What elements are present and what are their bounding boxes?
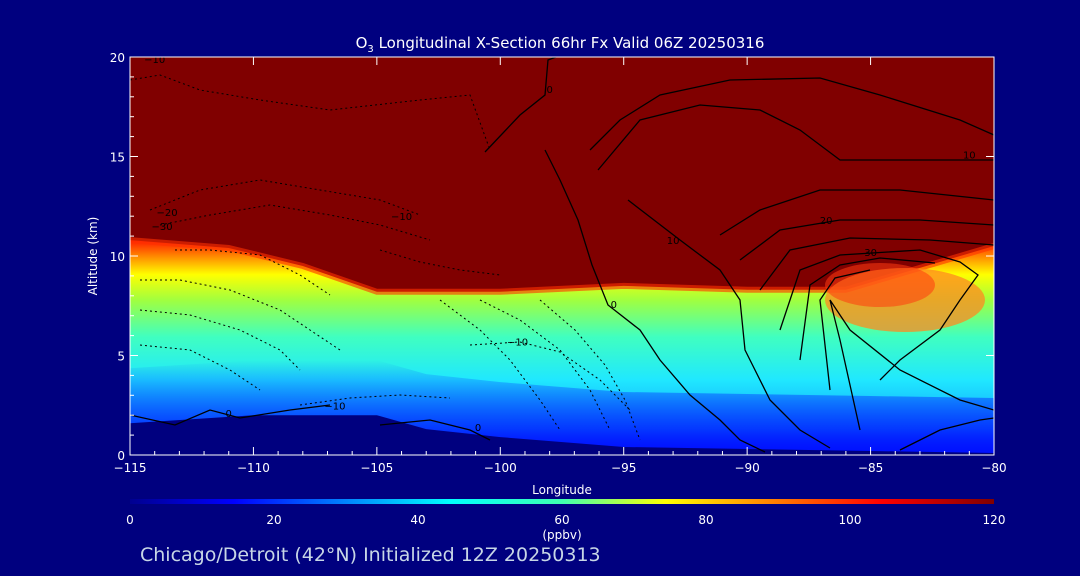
colorbar-tick-label: 40: [410, 513, 425, 527]
contour-label: −10: [507, 338, 528, 349]
title-subscript: 3: [367, 44, 374, 55]
contour-line: [139, 309, 301, 371]
y-tick-label: 20: [110, 51, 125, 65]
title-prefix: O: [355, 34, 368, 52]
contour-line: [589, 77, 994, 151]
contour-line: [379, 249, 501, 276]
y-tick-label: 10: [110, 250, 125, 264]
x-tick-label: −95: [611, 461, 636, 475]
footer-caption: Chicago/Detroit (42°N) Initialized 12Z 2…: [140, 544, 601, 566]
colorbar-tick-label: 120: [983, 513, 1006, 527]
y-tick-label: 5: [117, 350, 125, 364]
negative-contours: [130, 74, 641, 441]
contour-label: 30: [864, 248, 877, 259]
contour-label: 0: [546, 85, 552, 96]
contour-line: [739, 219, 994, 261]
contour-line: [175, 249, 331, 296]
contour-label: 0: [611, 300, 617, 311]
y-tick-label: 15: [110, 151, 125, 165]
x-axis: −115 −110 −105 −100 −95 −90 −85 −80: [114, 57, 1007, 475]
contour-label: 0: [475, 423, 481, 434]
y-tick-label: 0: [117, 449, 125, 463]
contour-label: −10: [144, 55, 165, 66]
x-tick-label: −80: [981, 461, 1006, 475]
contour-labels: −10 0 10 −20 −30 −10 20 10 30 0 −10 −10 0 0: [144, 55, 976, 434]
contour-line: [139, 344, 261, 391]
contour-line: [544, 149, 766, 453]
colorbar-ticks: 0 20 40 60 80 100 120: [126, 513, 1005, 527]
contour-line: [819, 269, 871, 391]
colorbar-tick-label: 100: [839, 513, 862, 527]
y-axis: 0 5 10 15 20: [110, 51, 994, 463]
contour-line: [130, 404, 331, 426]
contour-line: [149, 179, 421, 216]
contour-label: 0: [226, 409, 232, 420]
contour-line: [469, 341, 631, 411]
contour-label: −10: [391, 212, 412, 223]
x-tick-label: −115: [114, 461, 147, 475]
contour-line: [829, 299, 994, 431]
x-tick-label: −90: [734, 461, 759, 475]
colorbar-tick-label: 0: [126, 513, 134, 527]
contour-line: [539, 299, 641, 441]
tropopause-edge: [130, 237, 994, 295]
chart-title: O3 Longitudinal X-Section 66hr Fx Valid …: [0, 34, 1080, 55]
terrain-mask: [130, 415, 994, 455]
ozone-intrusion-core: [825, 263, 935, 307]
contour-label: 10: [963, 151, 976, 162]
plot-area: −10 0 10 −20 −30 −10 20 10 30 0 −10 −10 0 0: [130, 55, 994, 455]
contour-label: 10: [667, 236, 680, 247]
colorbar-tick-label: 60: [554, 513, 569, 527]
x-tick-label: −85: [858, 461, 883, 475]
positive-contours: [130, 57, 994, 453]
contour-line: [799, 257, 936, 361]
x-axis-label: Longitude: [532, 483, 592, 497]
y-axis-label: Altitude (km): [86, 217, 100, 296]
x-tick-label: −100: [484, 461, 517, 475]
contour-line: [140, 279, 341, 351]
contour-label: −20: [156, 208, 177, 219]
colorbar: [130, 499, 994, 504]
x-tick-label: −105: [360, 461, 393, 475]
x-tick-label: −110: [237, 461, 270, 475]
contour-line: [627, 199, 831, 449]
contour-label: −10: [324, 401, 345, 412]
title-rest: Longitudinal X-Section 66hr Fx Valid 06Z…: [373, 34, 765, 52]
contour-line: [484, 57, 557, 153]
contour-label: 20: [820, 216, 833, 227]
contour-line: [759, 237, 994, 291]
colorbar-label: (ppbv): [542, 528, 581, 542]
contour-line: [299, 394, 451, 406]
contour-line: [597, 104, 994, 171]
contour-line: [719, 189, 994, 236]
contour-line: [779, 249, 979, 381]
contour-line: [899, 417, 994, 451]
contour-line: [379, 419, 491, 441]
contour-label: −30: [152, 222, 173, 233]
colorbar-tick-label: 80: [698, 513, 713, 527]
colorbar-tick-label: 20: [266, 513, 281, 527]
